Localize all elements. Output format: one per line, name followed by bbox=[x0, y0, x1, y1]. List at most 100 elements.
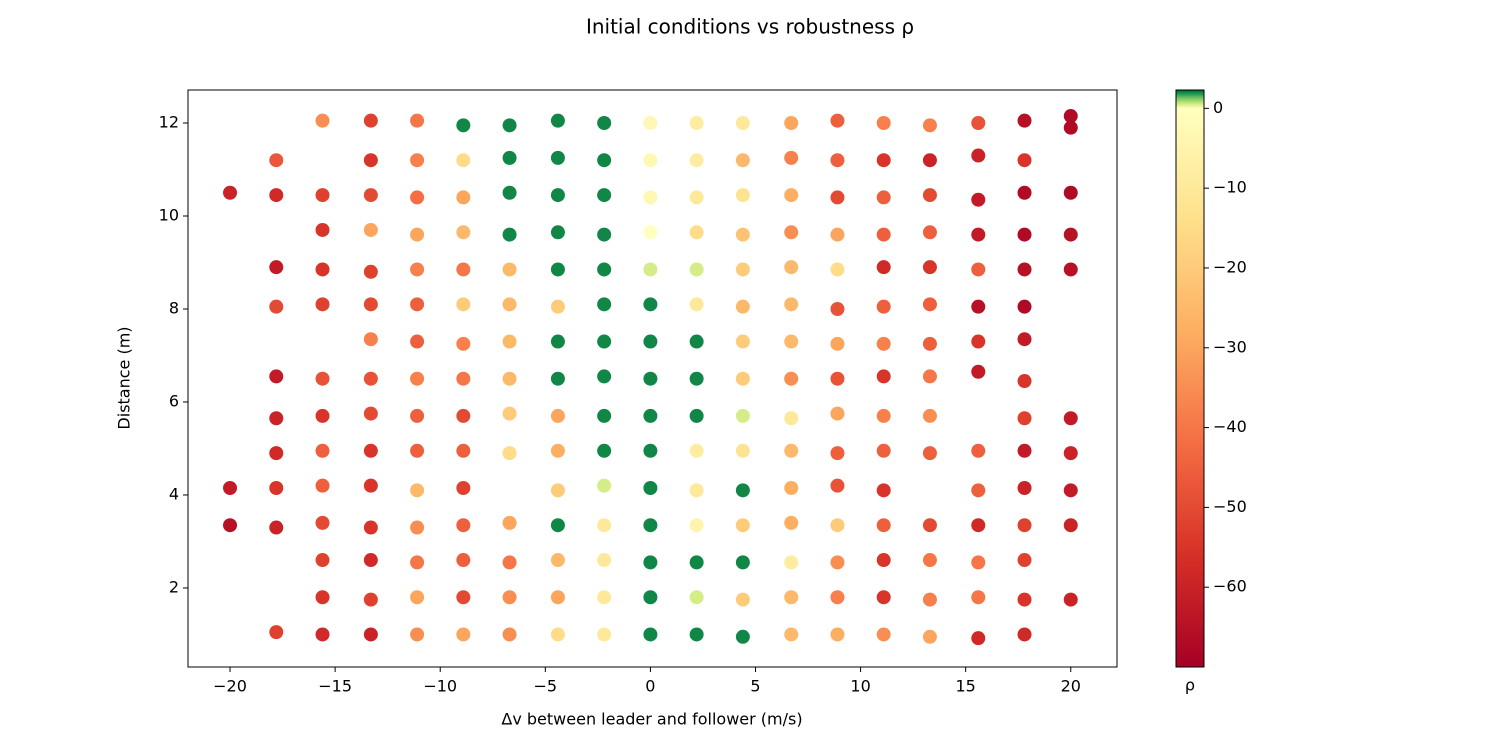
colorbar-segment bbox=[1176, 393, 1204, 395]
colorbar-segment bbox=[1176, 111, 1204, 113]
scatter-point bbox=[502, 262, 517, 277]
colorbar-segment bbox=[1176, 309, 1204, 311]
colorbar-segment bbox=[1176, 663, 1204, 665]
scatter-point bbox=[456, 553, 471, 568]
colorbar-segment bbox=[1176, 532, 1204, 534]
y-tick-label: 2 bbox=[169, 577, 179, 596]
scatter-point bbox=[363, 592, 378, 607]
scatter-point bbox=[876, 518, 891, 533]
colorbar-segment bbox=[1176, 404, 1204, 406]
colorbar-segment bbox=[1176, 263, 1204, 265]
scatter-point bbox=[315, 188, 330, 203]
colorbar-segment bbox=[1176, 311, 1204, 313]
scatter-point bbox=[876, 483, 891, 498]
scatter-point bbox=[784, 515, 799, 530]
colorbar-segment bbox=[1176, 270, 1204, 272]
scatter-point bbox=[269, 260, 284, 275]
colorbar-segment bbox=[1176, 434, 1204, 436]
colorbar-segment bbox=[1176, 96, 1204, 98]
colorbar-segment bbox=[1176, 561, 1204, 563]
x-axis-label: Δv between leader and follower (m/s) bbox=[501, 710, 802, 729]
colorbar-segment bbox=[1176, 265, 1204, 267]
colorbar-segment bbox=[1176, 449, 1204, 451]
scatter-point bbox=[735, 116, 750, 131]
colorbar-segment bbox=[1176, 631, 1204, 633]
colorbar-segment bbox=[1176, 414, 1204, 416]
scatter-point bbox=[1063, 120, 1078, 135]
colorbar-segment bbox=[1176, 648, 1204, 650]
colorbar-segment bbox=[1176, 592, 1204, 594]
scatter-point bbox=[597, 188, 612, 203]
scatter-point bbox=[550, 334, 565, 349]
colorbar-segment bbox=[1176, 575, 1204, 577]
colorbar-segment bbox=[1176, 116, 1204, 118]
colorbar-segment bbox=[1176, 382, 1204, 384]
colorbar-segment bbox=[1176, 346, 1204, 348]
scatter-point bbox=[830, 555, 845, 570]
scatter-point bbox=[550, 590, 565, 605]
colorbar-segment bbox=[1176, 247, 1204, 249]
colorbar-segment bbox=[1176, 629, 1204, 631]
colorbar-segment bbox=[1176, 410, 1204, 412]
colorbar-segment bbox=[1176, 399, 1204, 401]
colorbar-segment bbox=[1176, 383, 1204, 385]
scatter-point bbox=[550, 483, 565, 498]
colorbar-segment bbox=[1176, 239, 1204, 241]
colorbar-segment bbox=[1176, 479, 1204, 481]
colorbar-segment bbox=[1176, 384, 1204, 386]
colorbar-tick-label: −20 bbox=[1213, 257, 1247, 276]
colorbar-segment bbox=[1176, 349, 1204, 351]
colorbar-segment bbox=[1176, 299, 1204, 301]
colorbar-segment bbox=[1176, 428, 1204, 430]
scatter-point bbox=[502, 118, 517, 133]
colorbar-segment bbox=[1176, 335, 1204, 337]
colorbar-segment bbox=[1176, 215, 1204, 217]
colorbar-segment bbox=[1176, 214, 1204, 216]
colorbar-segment bbox=[1176, 377, 1204, 379]
colorbar-segment bbox=[1176, 316, 1204, 318]
scatter-point bbox=[830, 153, 845, 168]
colorbar-segment bbox=[1176, 132, 1204, 134]
colorbar-segment bbox=[1176, 625, 1204, 627]
colorbar-segment bbox=[1176, 245, 1204, 247]
colorbar-segment bbox=[1176, 392, 1204, 394]
colorbar-segment bbox=[1176, 609, 1204, 611]
scatter-point bbox=[550, 627, 565, 642]
colorbar-segment bbox=[1176, 386, 1204, 388]
scatter-point bbox=[456, 408, 471, 423]
scatter-point bbox=[410, 408, 425, 423]
colorbar-segment bbox=[1176, 505, 1204, 507]
scatter-point bbox=[597, 153, 612, 168]
colorbar-segment bbox=[1176, 156, 1204, 158]
scatter-point bbox=[689, 371, 704, 386]
scatter-point bbox=[315, 553, 330, 568]
colorbar-segment bbox=[1176, 588, 1204, 590]
scatter-point bbox=[689, 153, 704, 168]
colorbar-segment bbox=[1176, 630, 1204, 632]
colorbar-segment bbox=[1176, 522, 1204, 524]
colorbar-segment bbox=[1176, 642, 1204, 644]
scatter-point bbox=[269, 369, 284, 384]
colorbar-segment bbox=[1176, 296, 1204, 298]
colorbar-segment bbox=[1176, 107, 1204, 109]
colorbar-segment bbox=[1176, 490, 1204, 492]
scatter-point bbox=[223, 518, 238, 533]
colorbar-segment bbox=[1176, 261, 1204, 263]
colorbar-segment bbox=[1176, 641, 1204, 643]
colorbar-segment bbox=[1176, 91, 1204, 93]
colorbar-segment bbox=[1176, 120, 1204, 122]
colorbar-tick-label: 0 bbox=[1213, 98, 1223, 117]
scatter-point bbox=[597, 334, 612, 349]
scatter-point bbox=[363, 188, 378, 203]
colorbar-segment bbox=[1176, 537, 1204, 539]
scatter-point bbox=[735, 443, 750, 458]
colorbar-segment bbox=[1176, 259, 1204, 261]
scatter-point bbox=[643, 153, 658, 168]
scatter-point bbox=[1017, 480, 1032, 495]
colorbar-segment bbox=[1176, 466, 1204, 468]
colorbar-segment bbox=[1176, 552, 1204, 554]
colorbar-segment bbox=[1176, 327, 1204, 329]
scatter-point bbox=[315, 222, 330, 237]
colorbar-segment bbox=[1176, 436, 1204, 438]
colorbar-segment bbox=[1176, 621, 1204, 623]
